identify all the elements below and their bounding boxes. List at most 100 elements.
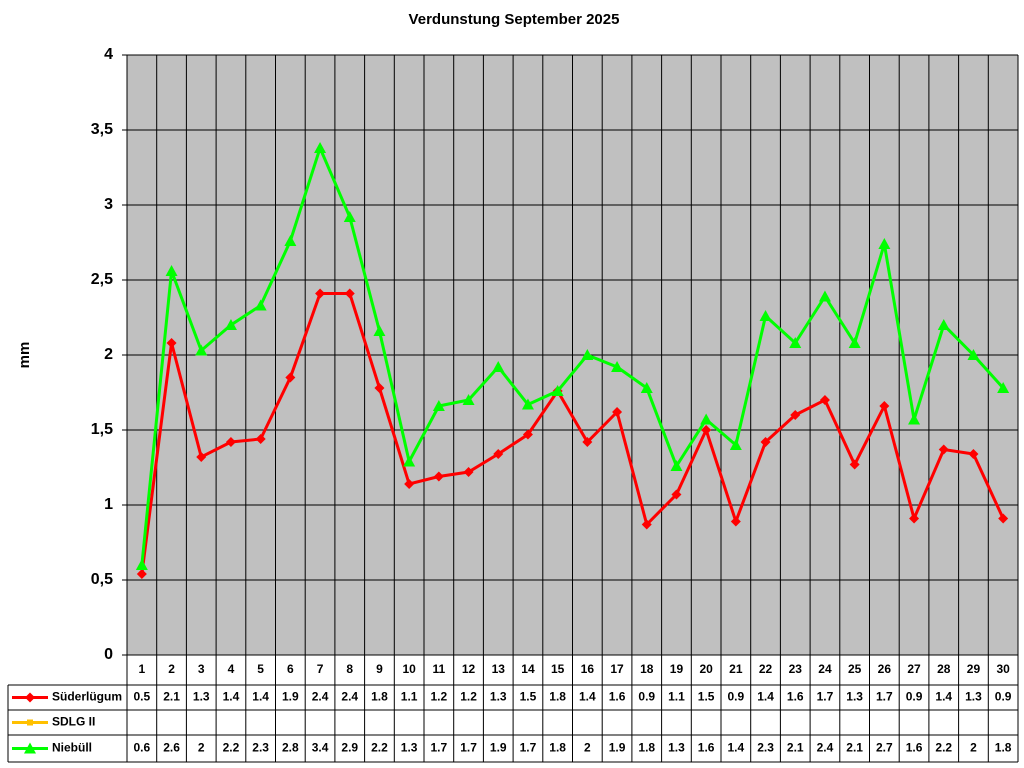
x-tick-label: 2 [168, 662, 175, 676]
data-label: 1.3 [668, 741, 685, 755]
data-point [790, 410, 801, 420]
x-tick-label: 23 [789, 662, 803, 676]
data-point [521, 398, 534, 410]
data-label: 2 [970, 741, 977, 755]
y-tick-label: 4 [104, 46, 113, 63]
data-label: 1.8 [549, 741, 566, 755]
data-label: 2.3 [757, 741, 774, 755]
data-point [166, 338, 177, 348]
data-label: 1.7 [520, 741, 537, 755]
data-label: 1.9 [490, 741, 507, 755]
data-point [492, 361, 505, 372]
data-point [997, 382, 1010, 393]
data-point [760, 437, 771, 447]
x-tick-label: 12 [462, 662, 476, 676]
data-label: 0.9 [906, 690, 923, 704]
legend-label: Süderlügum [52, 690, 122, 704]
data-label: 2.4 [312, 690, 329, 704]
x-tick-label: 15 [551, 662, 565, 676]
data-label: 1.6 [787, 690, 804, 704]
data-point [700, 413, 713, 425]
data-point [285, 372, 296, 383]
data-point [671, 489, 682, 500]
y-tick-label: 1,5 [91, 421, 113, 438]
data-point [314, 142, 327, 153]
x-tick-label: 11 [433, 662, 446, 676]
data-label: 1.9 [609, 741, 626, 755]
data-point [433, 471, 444, 482]
data-label: 1.7 [460, 741, 477, 755]
data-label: 1.6 [906, 741, 923, 755]
data-point [641, 519, 652, 530]
data-label: 0.9 [638, 690, 655, 704]
x-tick-label: 16 [581, 662, 595, 676]
data-label: 1.8 [371, 690, 388, 704]
data-label: 1.1 [401, 690, 418, 704]
data-point [701, 425, 712, 435]
data-label: 2.1 [787, 741, 804, 755]
data-point [968, 449, 979, 459]
data-point [729, 439, 742, 450]
data-label: 1.2 [460, 690, 477, 704]
data-point [818, 290, 831, 302]
data-label: 2 [198, 741, 205, 755]
data-label: 0.9 [728, 690, 745, 704]
x-tick-label: 24 [818, 662, 832, 676]
data-point [909, 513, 920, 524]
data-label: 2.7 [876, 741, 893, 755]
data-point [224, 319, 237, 330]
x-tick-label: 6 [287, 662, 294, 676]
data-point [848, 337, 861, 348]
data-point [136, 569, 147, 579]
y-tick-label: 3 [104, 196, 113, 213]
y-tick-label: 2,5 [91, 271, 113, 288]
data-label: 1.4 [252, 690, 269, 704]
x-tick-label: 30 [996, 662, 1010, 676]
data-label: 1.8 [549, 690, 566, 704]
data-point [463, 467, 474, 477]
data-label: 1.2 [431, 690, 448, 704]
x-tick-label: 10 [402, 662, 416, 676]
data-label: 2.6 [163, 741, 180, 755]
y-axis-label: mm [16, 342, 33, 369]
x-tick-label: 3 [198, 662, 205, 676]
series-line [140, 292, 1005, 575]
data-label: 1.7 [876, 690, 893, 704]
data-point [255, 434, 266, 444]
x-tick-label: 8 [346, 662, 353, 676]
data-point [908, 413, 921, 425]
data-label: 2.2 [935, 741, 952, 755]
data-point [404, 479, 415, 489]
data-point [196, 452, 207, 462]
data-label: 1.7 [817, 690, 834, 704]
data-label: 1.4 [728, 741, 745, 755]
x-tick-label: 25 [848, 662, 862, 676]
data-point [819, 395, 830, 405]
x-tick-label: 21 [729, 662, 743, 676]
legend-marker [24, 742, 36, 754]
legend-label: SDLG II [52, 715, 95, 729]
data-label: 2.9 [341, 741, 358, 755]
y-tick-label: 3,5 [91, 121, 113, 138]
y-tick-label: 2 [104, 346, 113, 363]
data-point [789, 337, 802, 348]
data-point [849, 459, 860, 470]
data-point [254, 299, 267, 311]
data-point [462, 394, 475, 405]
data-label: 1.6 [609, 690, 626, 704]
legend-label: Niebüll [52, 741, 92, 755]
data-label: 1.3 [490, 690, 507, 704]
data-point [551, 385, 564, 396]
data-label: 0.9 [995, 690, 1012, 704]
data-label: 1.9 [282, 690, 299, 704]
data-point [581, 349, 594, 360]
data-point [878, 238, 891, 249]
data-label: 1.3 [401, 741, 418, 755]
data-label: 1.5 [520, 690, 537, 704]
data-point [165, 265, 178, 276]
data-label: 0.6 [134, 741, 151, 755]
data-point [670, 460, 683, 471]
data-point [225, 437, 236, 447]
data-label: 1.5 [698, 690, 715, 704]
